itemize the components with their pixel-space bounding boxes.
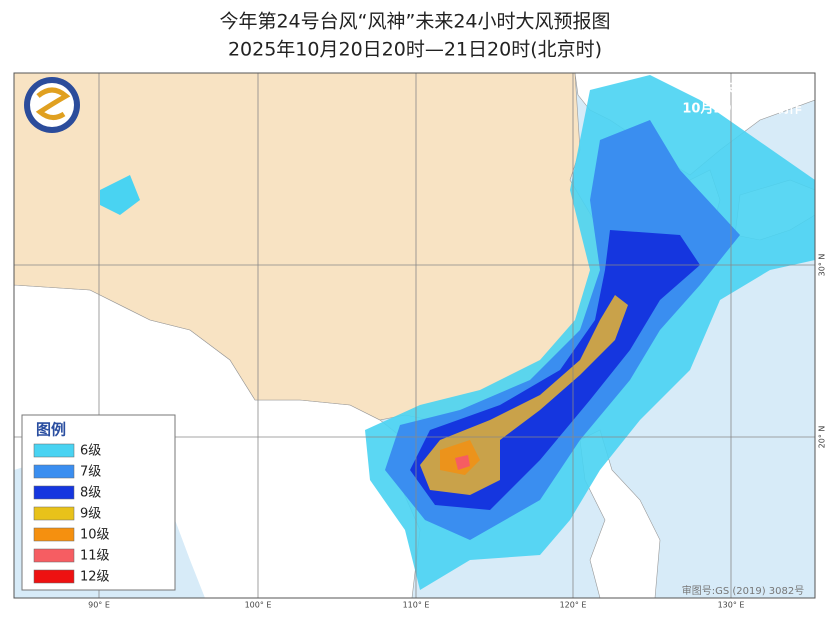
lon-label: 100° E [245, 601, 272, 610]
legend-swatch [33, 464, 75, 479]
legend-swatch [33, 506, 75, 521]
legend-label: 7级 [80, 465, 101, 480]
legend-swatch [33, 485, 75, 500]
lon-label: 90° E [88, 601, 110, 610]
agency: 中央气象台 [709, 81, 774, 97]
legend-swatch [33, 569, 75, 584]
lon-label: 130° E [718, 601, 745, 610]
title: 今年第24号台风“风神”未来24小时大风预报图 [219, 11, 610, 33]
legend: 图例 6级 7级 8级 9级 10级 11级 12级 [21, 414, 176, 591]
lon-labels: 90° E 100° E 110° E 120° E 130° E [88, 601, 744, 610]
legend-label: 12级 [80, 570, 110, 585]
lat-labels: 30° N 20° N [818, 254, 827, 449]
lon-label: 110° E [403, 601, 430, 610]
lon-label: 120° E [560, 601, 587, 610]
review-number: 审图号:GS (2019) 3082号 [682, 584, 805, 597]
legend-swatch [33, 527, 75, 542]
legend-swatch [33, 548, 75, 563]
map-frame [13, 72, 816, 599]
lat-label: 30° N [818, 254, 827, 277]
legend-swatch [33, 443, 75, 458]
legend-label: 8级 [80, 486, 101, 501]
issued: 10月20日18时制作 [682, 101, 801, 117]
legend-label: 10级 [80, 528, 110, 543]
subtitle: 2025年10月20日20时—21日20时(北京时) [228, 39, 602, 61]
lat-label: 20° N [818, 426, 827, 449]
legend-title: 图例 [36, 421, 66, 439]
legend-label: 6级 [80, 444, 101, 459]
legend-label: 11级 [80, 549, 110, 564]
legend-label: 9级 [80, 507, 101, 522]
